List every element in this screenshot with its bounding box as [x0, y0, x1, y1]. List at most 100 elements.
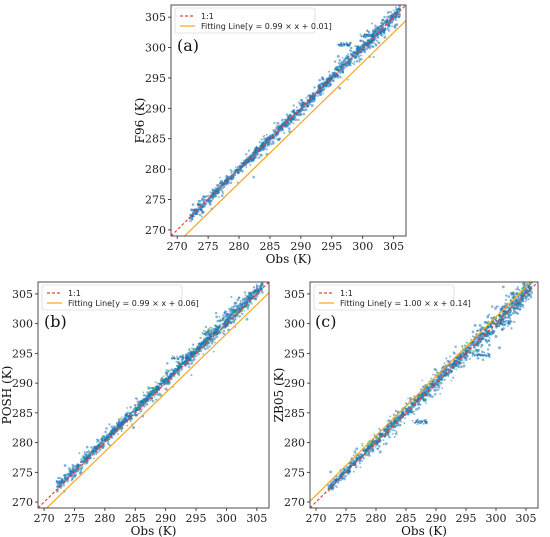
y-axis-label: ZB05 (K): [272, 368, 286, 423]
scatter-point: [238, 305, 241, 307]
scatter-point: [239, 168, 242, 172]
scatter-point: [378, 445, 381, 448]
scatter-point: [86, 456, 89, 459]
scatter-point: [134, 406, 137, 409]
scatter-point: [341, 56, 344, 59]
scatter-point: [417, 395, 420, 398]
scatter-point: [333, 60, 337, 63]
scatter-point: [245, 158, 248, 161]
scatter-point: [495, 305, 498, 308]
scatter-point: [106, 442, 109, 445]
scatter-point: [192, 343, 195, 346]
scatter-point: [368, 445, 371, 448]
scatter-point: [423, 419, 426, 422]
scatter-point: [391, 19, 394, 21]
scatter-point: [467, 355, 470, 358]
scatter-point: [491, 322, 494, 325]
scatter-point: [355, 447, 359, 451]
scatter-point: [245, 166, 248, 168]
scatter-point: [190, 362, 194, 365]
scatter-point: [433, 388, 436, 392]
scatter-point: [370, 22, 373, 25]
scatter-point: [299, 102, 302, 105]
scatter-point: [173, 375, 176, 377]
scatter-point: [511, 291, 514, 294]
scatter-point: [495, 320, 498, 323]
scatter-point: [142, 394, 146, 397]
scatter-point: [428, 393, 431, 396]
scatter-point: [273, 138, 275, 140]
scatter-point: [302, 102, 305, 104]
scatter-point: [492, 332, 495, 335]
scatter-point: [341, 45, 344, 48]
scatter-point: [262, 146, 265, 148]
scatter-point: [487, 314, 490, 317]
scatter-point: [356, 46, 359, 50]
scatter-point: [383, 32, 386, 35]
scatter-point: [365, 451, 367, 454]
scatter-point: [400, 413, 403, 417]
scatter-point: [299, 98, 303, 102]
scatter-point: [503, 313, 505, 316]
scatter-point: [481, 344, 484, 347]
scatter-point: [425, 418, 427, 421]
scatter-point: [204, 331, 207, 333]
scatter-point: [109, 431, 111, 434]
scatter-point: [435, 376, 438, 379]
scatter-point: [482, 332, 485, 335]
scatter-point: [97, 446, 100, 448]
scatter-point: [272, 142, 275, 145]
scatter-point: [395, 431, 398, 433]
scatter-point: [231, 313, 235, 317]
scatter-point: [518, 289, 521, 292]
scatter-point: [255, 283, 258, 286]
scatter-point: [97, 450, 100, 453]
scatter-point: [435, 378, 439, 382]
scatter-point: [430, 395, 434, 399]
y-tick-label: 305: [12, 288, 33, 301]
scatter-point: [386, 10, 390, 14]
y-tick-label: 270: [12, 496, 33, 509]
scatter-point: [439, 392, 442, 395]
scatter-point: [191, 218, 194, 221]
scatter-point: [188, 363, 191, 365]
scatter-point: [398, 12, 401, 14]
scatter-point: [292, 104, 295, 107]
scatter-point: [174, 368, 177, 371]
scatter-point: [189, 356, 192, 359]
scatter-point: [60, 479, 64, 483]
scatter-point: [507, 322, 510, 325]
scatter-point: [510, 327, 513, 330]
scatter-point: [347, 53, 350, 56]
scatter-point: [179, 365, 182, 368]
scatter-point: [251, 302, 253, 305]
scatter-point: [524, 300, 527, 303]
scatter-point: [100, 437, 104, 440]
x-tick-label: 275: [336, 512, 357, 525]
scatter-point: [529, 268, 532, 271]
scatter-point: [528, 286, 531, 289]
legend-label-fitting-line: Fitting Line[y = 1.00 × x + 0.14]: [340, 299, 471, 308]
scatter-point: [447, 371, 450, 374]
scatter-point: [238, 315, 241, 318]
scatter-point: [464, 358, 468, 362]
scatter-point: [501, 307, 504, 310]
scatter-point: [425, 422, 428, 424]
scatter-point: [266, 142, 270, 145]
y-tick-label: 300: [12, 318, 33, 331]
y-tick-label: 290: [145, 102, 166, 115]
scatter-point: [254, 155, 257, 159]
scatter-point: [70, 479, 73, 482]
scatter-point: [258, 279, 261, 282]
x-tick-label: 270: [306, 512, 327, 525]
scatter-point: [391, 429, 394, 431]
scatter-point: [353, 45, 356, 47]
scatter-point: [318, 78, 322, 82]
scatter-point: [413, 421, 416, 424]
scatter-point: [275, 126, 278, 130]
scatter-point: [513, 320, 516, 324]
scatter-point: [343, 468, 346, 471]
scatter-point: [176, 371, 179, 374]
